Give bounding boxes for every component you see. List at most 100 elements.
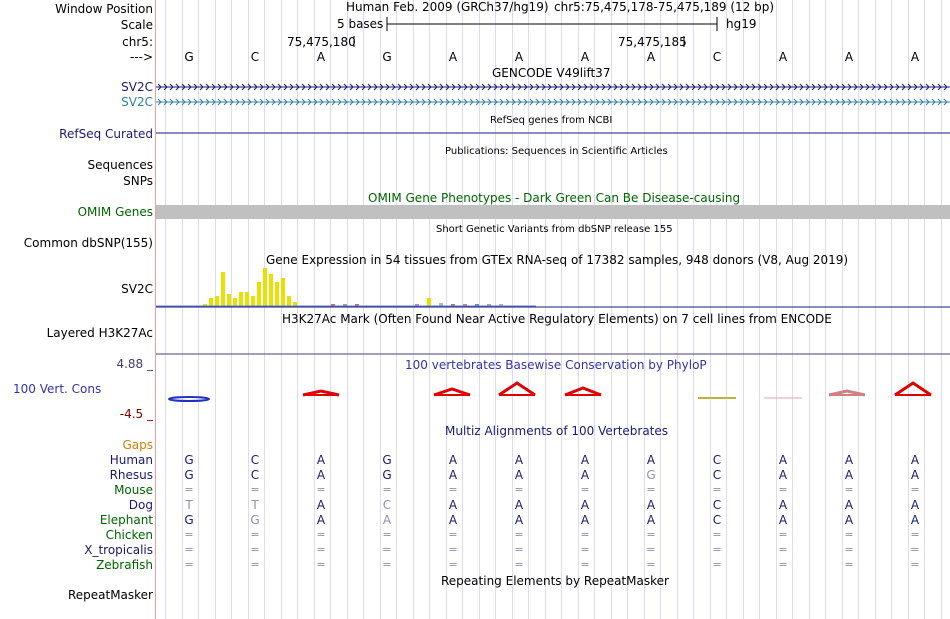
track-image-panel[interactable]: Human Feb. 2009 (GRCh37/hg19) chr5:75,47… [156,0,950,619]
phylop-conservation-plot[interactable] [156,374,950,410]
label-scale[interactable]: Scale [120,18,153,32]
label-snps[interactable]: SNPs [123,174,153,188]
label-dog[interactable]: Dog [128,498,153,512]
label-sequences[interactable]: Sequences [87,158,153,172]
elephant-alignment-base: C [712,513,722,527]
grid-line [842,0,843,619]
rhesus-alignment-base: A [778,468,788,482]
gencode-transcript-line-alt[interactable] [156,98,950,106]
label-elephant[interactable]: Elephant [99,513,153,527]
elephant-alignment-base: A [580,513,590,527]
dog-alignment-base: A [448,498,458,512]
chicken-alignment-base: = [514,528,524,541]
label-rhesus[interactable]: Rhesus [109,468,153,482]
label-phylop-max[interactable]: 4.88 _ [116,357,153,371]
x-tropicalis-alignment-base: = [712,543,722,556]
gencode-transcript-line[interactable] [156,83,950,91]
gtex-tissue-bar [439,303,443,306]
mouse-alignment-base: = [580,483,590,496]
gtex-track-title: Gene Expression in 54 tissues from GTEx … [266,253,849,267]
label-sv2c-gencode[interactable]: SV2C [121,80,153,94]
dog-alignment-base: A [580,498,590,512]
gtex-tissue-bar [343,304,347,306]
label-sv2c-teal[interactable]: SV2C [121,95,153,109]
dog-alignment-base: A [316,498,326,512]
human-alignment-base: A [316,453,326,467]
grid-line [528,0,529,619]
gtex-tissue-bar [293,302,297,306]
x-tropicalis-alignment-base: = [844,543,854,556]
x-tropicalis-alignment-base: = [250,543,260,556]
h3k27ac-baseline [156,353,950,355]
grid-line [693,0,694,619]
label-common-dbsnp[interactable]: Common dbSNP(155) [23,236,153,250]
grid-line [297,0,298,619]
gene-structure-lines[interactable] [156,78,950,110]
grid-line [941,0,942,619]
label-mouse[interactable]: Mouse [114,483,153,497]
grid-line [792,0,793,619]
label-x-tropicalis[interactable]: X_tropicalis [84,543,153,557]
base-letter: A [448,50,458,64]
grid-line [726,0,727,619]
elephant-alignment-base: A [910,513,920,527]
track-labels-panel: Window Position Scale chr5: ---> SV2C SV2C Ref… [0,0,155,619]
gtex-tissue-bar [287,296,291,306]
label-human[interactable]: Human [109,453,153,467]
label-refseq-curated[interactable]: RefSeq Curated [59,127,153,141]
gencode-track-title: GENCODE V49lift37 [492,66,611,80]
grid-line [281,0,282,619]
chicken-alignment-base: = [580,528,590,541]
label-divider [155,0,156,619]
zebrafish-alignment-base: = [382,558,392,571]
grid-line [396,0,397,619]
human-alignment-base: C [250,453,260,467]
gtex-tissue-bar [499,304,503,306]
grid-line [594,0,595,619]
grid-line [512,0,513,619]
grid-line [462,0,463,619]
human-alignment-base: A [646,453,656,467]
grid-line [198,0,199,619]
label-sv2c-gtex[interactable]: SV2C [121,282,153,296]
x-tropicalis-alignment-base: = [580,543,590,556]
label-100-vert-cons[interactable]: 100 Vert. Cons [13,382,102,396]
grid-line [165,0,166,619]
gtex-tissue-bar [203,304,207,306]
phylop-track-title: 100 vertebrates Basewise Conservation by… [405,358,707,372]
gtex-tissue-bar [331,304,335,306]
label-repeatmasker[interactable]: RepeatMasker [67,588,153,602]
refseq-gene-line[interactable] [156,126,950,140]
chicken-alignment-base: = [316,528,326,541]
x-tropicalis-alignment-base: = [910,543,920,556]
human-alignment-base: A [910,453,920,467]
elephant-alignment-base: A [778,513,788,527]
label-gaps[interactable]: Gaps [122,438,153,452]
multiz-track-title: Multiz Alignments of 100 Vertebrates [445,424,669,438]
phylop-score-mark [302,389,340,397]
h3k27ac-track-title: H3K27Ac Mark (Often Found Near Active Re… [282,312,832,326]
label-window-position[interactable]: Window Position [55,2,153,16]
label-omim-genes[interactable]: OMIM Genes [77,205,153,219]
grid-line [759,0,760,619]
elephant-alignment-base: A [316,513,326,527]
omim-gene-bar[interactable] [156,205,950,219]
label-chr5[interactable]: chr5: [122,35,153,49]
grid-line [479,0,480,619]
dbsnp-track-title: Short Genetic Variants from dbSNP releas… [436,224,673,235]
label-zebrafish[interactable]: Zebrafish [96,558,153,572]
label-strand[interactable]: ---> [129,50,153,64]
grid-line [363,0,364,619]
label-chicken[interactable]: Chicken [105,528,153,542]
elephant-alignment-base: A [646,513,656,527]
label-layered-h3k27ac[interactable]: Layered H3K27Ac [46,326,153,340]
dog-alignment-base: A [646,498,656,512]
label-phylop-min[interactable]: -4.5 _ [119,407,153,421]
zebrafish-alignment-base: = [250,558,260,571]
window-position-text: chr5:75,475,178-75,475,189 (12 bp) [554,0,775,14]
chicken-alignment-base: = [646,528,656,541]
dog-alignment-base: T [185,498,193,512]
scale-db-label: hg19 [726,17,757,31]
gtex-tissue-bar [355,304,359,306]
gtex-expression-bars[interactable] [156,266,950,310]
